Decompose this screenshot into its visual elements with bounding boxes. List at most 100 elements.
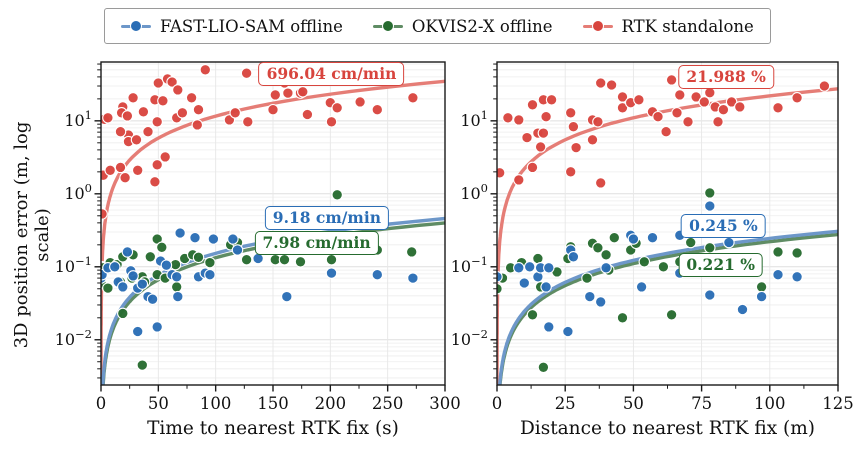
fit-annotation: 9.18 cm/min: [264, 205, 389, 230]
scatter-point: [723, 236, 735, 249]
scatter-point: [104, 164, 116, 177]
scatter-point: [117, 307, 129, 320]
fit-annotation: 21.988 %: [678, 64, 774, 89]
x-tick-label: 125: [822, 394, 854, 413]
scatter-point: [543, 262, 555, 274]
scatter-point: [633, 94, 645, 106]
scatter-point: [119, 171, 131, 184]
scatter-point: [684, 236, 697, 249]
scatter-point: [665, 309, 678, 321]
scatter-point: [301, 108, 314, 121]
y-tick-label: 101: [64, 108, 92, 130]
fit-annotation: 696.04 cm/min: [258, 61, 405, 86]
scatter-point: [592, 116, 604, 128]
scatter-point: [564, 107, 577, 119]
scatter-point: [144, 251, 157, 263]
scatter-point: [537, 127, 550, 139]
legend-label: RTK standalone: [621, 16, 754, 36]
legend: FAST-LIO-SAM offline OKVIS2-X offline RT…: [104, 8, 771, 44]
scatter-point: [712, 116, 724, 128]
scatter-point: [149, 176, 161, 188]
legend-item-rtk: RTK standalone: [582, 16, 754, 36]
x-tick-label: 150: [257, 394, 289, 413]
x-tick-label: 25: [555, 394, 576, 413]
x-tick-label: 100: [200, 394, 232, 413]
scatter-point: [204, 256, 216, 269]
scatter-point: [160, 259, 173, 271]
scatter-point: [581, 272, 593, 284]
scatter-point: [159, 151, 171, 163]
grid: [101, 62, 445, 385]
scatter-point: [657, 261, 670, 273]
scatter-point: [189, 231, 201, 244]
scatter-point: [185, 92, 198, 104]
scatter-point: [192, 103, 205, 116]
scatter-point: [407, 272, 419, 284]
scatter-point: [646, 231, 659, 244]
scatter-point: [772, 102, 784, 114]
fit-line: [498, 229, 838, 385]
x-tick-label: 250: [372, 394, 404, 413]
scatter-point: [157, 95, 169, 107]
scatter-point: [102, 282, 114, 294]
scatter-points: [497, 74, 831, 374]
scatter-point: [102, 112, 114, 124]
scatter-point: [704, 200, 716, 212]
series-fast-lio-sam-offline: [497, 200, 803, 338]
scatter-point: [497, 167, 506, 179]
scatter-point: [121, 110, 134, 122]
scatter-point: [282, 87, 294, 99]
scatter-point: [608, 231, 621, 244]
x-tick-label: 300: [429, 394, 461, 413]
scatter-point: [755, 281, 768, 293]
scatter-point: [665, 74, 678, 86]
scatter-point: [354, 96, 366, 108]
scatter-point: [540, 110, 552, 123]
scatter-point: [142, 125, 154, 138]
scatter-point: [772, 268, 784, 281]
series-rtk-standalone: [101, 64, 419, 273]
y-tick-label: 10−2: [55, 327, 92, 349]
scatter-point: [594, 177, 607, 189]
scatter-marker-icon: [582, 19, 613, 33]
scatter-point: [137, 106, 150, 118]
scatter-point: [562, 325, 574, 338]
x-tick-label: 0: [96, 394, 107, 413]
scatter-point: [671, 107, 683, 119]
scatter-point: [682, 116, 694, 128]
y-tick-label: 10−1: [451, 254, 488, 276]
scatter-point: [513, 174, 525, 186]
scatter-point: [513, 262, 525, 274]
scatter-point: [605, 79, 618, 91]
y-tick-label: 101: [460, 108, 488, 130]
scatter-point: [584, 290, 596, 303]
scatter-point: [405, 246, 418, 258]
scatter-point: [592, 242, 604, 254]
scatter-point: [331, 102, 343, 114]
scatter-point: [690, 91, 702, 103]
scatter-point: [674, 89, 686, 101]
scatter-point: [170, 271, 183, 283]
scatter-point: [704, 242, 716, 254]
scatter-marker-icon: [121, 19, 151, 33]
scatter-point: [146, 293, 159, 305]
scatter-point: [166, 76, 178, 88]
scatter-point: [652, 110, 664, 123]
scatter-point: [736, 303, 749, 316]
scatter-point: [570, 141, 582, 154]
scatter-point: [586, 134, 599, 146]
scatter-point: [518, 277, 531, 289]
scatter-point: [526, 99, 539, 111]
scatter-point: [725, 96, 738, 108]
scatter-point: [791, 271, 803, 283]
y-tick-label: 100: [64, 181, 92, 203]
scatter-point: [231, 244, 244, 256]
scatter-point: [127, 270, 139, 282]
scatter-point: [331, 189, 343, 201]
scatter-point: [698, 96, 711, 108]
scatter-point: [545, 94, 558, 106]
scatter-point: [594, 77, 607, 89]
scatter-point: [325, 116, 338, 128]
scatter-point: [127, 92, 139, 104]
